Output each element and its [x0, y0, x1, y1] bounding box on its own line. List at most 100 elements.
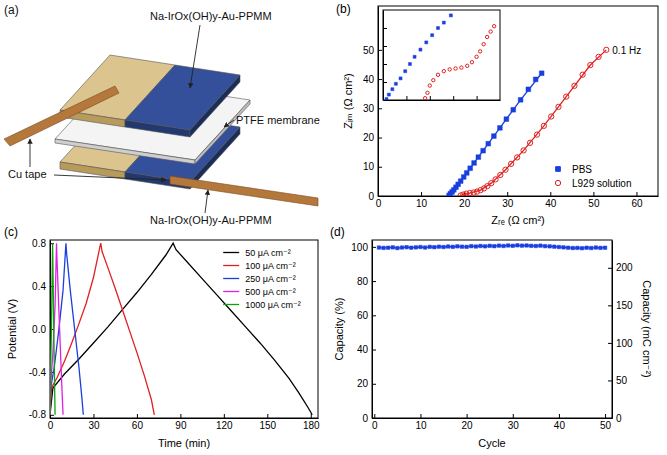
- data-point: [520, 244, 523, 247]
- tick: 0: [368, 191, 382, 202]
- tick-label: 150: [616, 300, 633, 311]
- tick: 40: [363, 74, 382, 85]
- tick: 50: [363, 45, 382, 56]
- tick-mark: [605, 414, 606, 418]
- label-tape: Cu tape: [8, 168, 47, 180]
- plot-area: [385, 14, 496, 100]
- tick-mark: [467, 414, 468, 418]
- legend: 50 μA cm⁻²100 μA cm⁻²250 μA cm⁻²500 μA c…: [223, 248, 300, 310]
- plot-frame: [372, 240, 612, 418]
- tick: [477, 96, 478, 100]
- axis-line: [378, 7, 379, 197]
- tick-label: 0.0: [32, 324, 46, 335]
- tick-mark: [372, 281, 376, 282]
- tick: 0.4: [32, 281, 54, 292]
- tick-mark: [378, 79, 382, 80]
- tick-label: 20: [459, 198, 471, 209]
- label-top-layer: Na-IrOx(OH)y-Au-PPMM: [150, 10, 272, 22]
- figure: (a)Na-IrOx(OH)y-Au-PPMMPTFE membraneCu t…: [0, 0, 667, 455]
- data-point: [437, 245, 440, 248]
- data-point: [493, 244, 496, 247]
- legend-label: L929 solution: [572, 178, 632, 189]
- tick-mark: [559, 414, 560, 418]
- tick: [406, 96, 407, 100]
- ptfe-membrane-front-left: [55, 139, 195, 164]
- panel-label: (a): [4, 3, 19, 17]
- data-point: [502, 244, 505, 247]
- tick: 10: [363, 161, 382, 172]
- tick: 30: [88, 414, 100, 431]
- tick: 10: [416, 192, 428, 209]
- tick: 0: [362, 413, 376, 424]
- tick: 120: [216, 414, 233, 431]
- chart-panel: 010203040506001020304050PBSL929 solution…: [336, 2, 659, 226]
- tick-mark: [267, 414, 268, 418]
- data-point: [585, 246, 588, 249]
- x-axis-title: Cycle: [478, 437, 506, 449]
- tick: [430, 96, 431, 100]
- tick-label: 10: [415, 420, 427, 431]
- data-point: [400, 246, 403, 249]
- data-point: [539, 244, 542, 247]
- data-point: [482, 43, 485, 46]
- data-point: [557, 245, 560, 248]
- data-point: [492, 25, 495, 28]
- tick-label: 150: [259, 420, 276, 431]
- data-point: [396, 246, 399, 249]
- data-point: [428, 245, 431, 248]
- tick-mark: [421, 192, 422, 196]
- tick: 150: [608, 300, 633, 311]
- data-point: [391, 88, 394, 91]
- data-point: [562, 246, 565, 249]
- tick-mark: [372, 247, 376, 248]
- tick-mark: [608, 343, 612, 344]
- series-line: [50, 243, 83, 415]
- legend-label: PBS: [572, 164, 592, 175]
- data-point: [465, 245, 468, 248]
- legend-label: 500 μA cm⁻²: [245, 287, 295, 297]
- data-point: [425, 41, 428, 44]
- tick: 50: [588, 192, 600, 209]
- tick-label: 0: [376, 198, 382, 209]
- tick-label: 180: [303, 420, 320, 431]
- tick-mark: [224, 414, 225, 418]
- plot-area: [377, 244, 607, 250]
- data-point: [460, 66, 463, 69]
- data-point: [470, 61, 473, 64]
- data-point: [391, 246, 394, 249]
- tick-label: 20: [357, 378, 369, 389]
- data-point: [599, 246, 602, 249]
- legend-line: [223, 304, 239, 305]
- tick-mark: [93, 414, 94, 418]
- axis-line: [373, 418, 613, 419]
- tick-mark: [180, 414, 181, 418]
- tick-label: -0.8: [29, 409, 47, 420]
- data-point: [433, 245, 436, 248]
- data-point: [413, 55, 416, 58]
- tick: 20: [363, 132, 382, 143]
- data-point: [399, 77, 402, 80]
- arrow-tape-top: [30, 139, 31, 167]
- tick: 40: [545, 192, 557, 209]
- x-axis-title: Time (min): [158, 437, 210, 449]
- data-point: [589, 246, 592, 249]
- arrow-tape-bottom: [54, 175, 166, 180]
- data-point: [451, 245, 454, 248]
- legend: PBS L929 solution: [555, 164, 631, 189]
- tick: 100: [608, 338, 633, 349]
- tick: 20: [357, 378, 376, 389]
- data-point: [405, 245, 408, 248]
- copper-tape-bottom: [170, 176, 318, 206]
- data-point: [436, 27, 439, 30]
- tick: 90: [175, 414, 187, 431]
- plot-frame: [378, 6, 658, 196]
- series-line: [50, 243, 63, 415]
- data-point: [423, 97, 426, 100]
- data-point: [475, 55, 478, 58]
- tick-mark: [137, 414, 138, 418]
- tick: [383, 82, 387, 83]
- tick-label: 50: [588, 198, 600, 209]
- tick-label: 20: [462, 420, 474, 431]
- data-point: [408, 63, 411, 66]
- tick-label: 0: [48, 420, 54, 431]
